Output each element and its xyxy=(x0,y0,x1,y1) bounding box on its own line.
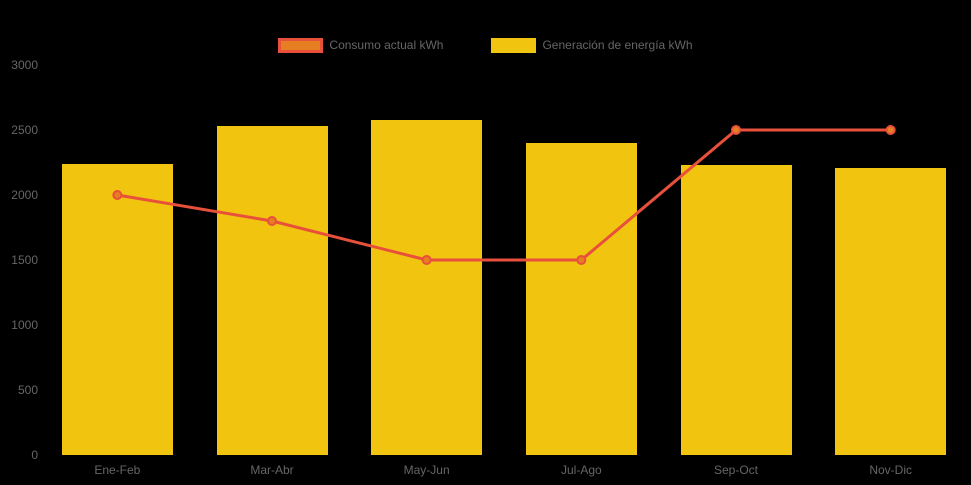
x-axis-category-label: Nov-Dic xyxy=(869,463,912,477)
generacion-swatch-icon xyxy=(491,38,537,53)
legend-label-consumo: Consumo actual kWh xyxy=(329,38,444,52)
bar-generacion[interactable] xyxy=(61,163,173,455)
y-axis-tick-label: 2500 xyxy=(11,123,38,137)
x-axis-category-label: Sep-Oct xyxy=(713,463,758,477)
x-axis-category-label: Mar-Abr xyxy=(250,463,294,477)
legend-item-consumo[interactable]: Consumo actual kWh xyxy=(278,38,443,53)
legend-item-generacion[interactable]: Generación de energía kWh xyxy=(491,38,693,53)
y-axis-tick-label: 500 xyxy=(17,383,38,397)
consumo-swatch-icon xyxy=(278,38,324,53)
y-axis-tick-label: 0 xyxy=(31,448,38,462)
consumo-line-point[interactable] xyxy=(885,125,896,135)
bar-generacion[interactable] xyxy=(525,143,637,455)
y-axis-tick-label: 3000 xyxy=(11,58,38,72)
y-axis-tick-label: 2000 xyxy=(11,188,38,202)
legend-label-generacion: Generación de energía kWh xyxy=(542,38,693,52)
consumo-line-point[interactable] xyxy=(112,190,123,200)
bar-generacion[interactable] xyxy=(835,167,947,455)
consumo-line-point[interactable] xyxy=(421,255,432,265)
x-axis-category-label: May-Jun xyxy=(403,463,450,477)
x-axis-category-label: Ene-Feb xyxy=(94,463,141,477)
y-axis-tick-label: 1000 xyxy=(11,318,38,332)
consumo-line-point[interactable] xyxy=(731,125,741,135)
consumo-line-point[interactable] xyxy=(267,216,277,226)
y-axis-tick-label: 1500 xyxy=(11,253,38,267)
bar-generacion[interactable] xyxy=(371,119,483,455)
bar-generacion[interactable] xyxy=(216,126,328,455)
x-axis-category-label: Jul-Ago xyxy=(560,463,602,477)
chart-legend: Consumo actual kWh Generación de energía… xyxy=(0,38,971,53)
consumo-line-point[interactable] xyxy=(576,255,587,265)
bar-generacion[interactable] xyxy=(680,165,792,455)
